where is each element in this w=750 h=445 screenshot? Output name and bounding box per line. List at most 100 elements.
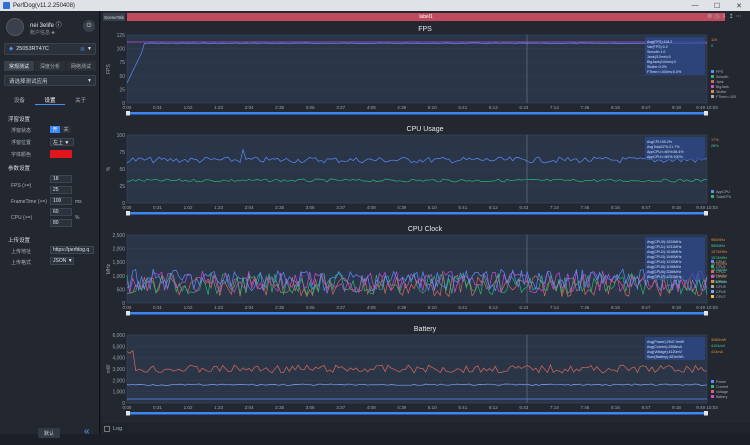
maximize-button[interactable]: ☐ bbox=[713, 2, 721, 10]
x-tick-label: 1:33 bbox=[214, 105, 223, 110]
chart-title-2: CPU Clock bbox=[408, 226, 443, 233]
plot-area-0 bbox=[126, 34, 708, 104]
more-icon[interactable]: ⋯ bbox=[735, 14, 742, 20]
default-button[interactable]: 默认 bbox=[38, 428, 60, 438]
scroll-handle-right[interactable] bbox=[704, 411, 708, 416]
info-text: Stutter:0.0% bbox=[647, 65, 668, 69]
scroll-handle-left[interactable] bbox=[126, 111, 130, 116]
x-tick-label: 7:45 bbox=[580, 305, 589, 310]
fps-threshold-input-1[interactable]: 18 bbox=[50, 175, 72, 183]
x-tick-label: 2:04 bbox=[245, 405, 254, 410]
settings-icon[interactable]: ⚙ bbox=[707, 14, 713, 20]
y-axis-label: mW bbox=[106, 364, 112, 373]
label-bar[interactable]: label1 bbox=[127, 13, 725, 21]
x-tick-label: 7:14 bbox=[550, 405, 559, 410]
tab-settings[interactable]: 设置 bbox=[34, 95, 66, 105]
param-settings-heading: 参数设置 bbox=[8, 166, 31, 172]
upload-address-input[interactable]: https://perfdog.q bbox=[50, 246, 94, 254]
tab-about[interactable]: 关于 bbox=[75, 98, 87, 104]
y-tick-label: 6,000 bbox=[112, 333, 125, 339]
time-scrollbar-3[interactable] bbox=[127, 412, 707, 415]
logout-button[interactable]: ⏻ bbox=[83, 20, 95, 32]
fps-threshold-input-2[interactable]: 25 bbox=[50, 186, 72, 194]
font-color-swatch[interactable] bbox=[50, 150, 72, 158]
legend-swatch bbox=[711, 275, 714, 278]
close-button[interactable]: ✕ bbox=[736, 2, 742, 10]
scroll-handle-right[interactable] bbox=[704, 211, 708, 216]
clock-icon[interactable]: ◷ bbox=[714, 14, 720, 20]
right-value: 28% bbox=[711, 144, 719, 148]
x-tick-label: 9:49 10:03 bbox=[696, 305, 718, 310]
upload-icon[interactable]: ↥ bbox=[728, 14, 734, 20]
account-info-link[interactable]: 账户信息 ♣ bbox=[30, 30, 55, 36]
x-tick-label: 2:04 bbox=[245, 105, 254, 110]
right-value: 1574MHz bbox=[711, 256, 727, 260]
info-box-3 bbox=[645, 337, 705, 360]
legend-label: Voltage bbox=[716, 390, 728, 394]
legend-label: Smooth bbox=[716, 75, 728, 79]
legend-swatch bbox=[711, 380, 714, 383]
app-cpu-line bbox=[126, 148, 708, 164]
x-tick-label: 5:41 bbox=[458, 405, 467, 410]
fps-threshold-label: FPS (>=) bbox=[11, 183, 32, 189]
legend-label: TotalCPU bbox=[716, 195, 732, 199]
time-scrollbar-2[interactable] bbox=[127, 312, 707, 315]
minimize-button[interactable]: — bbox=[691, 2, 699, 9]
collapse-sidebar-icon[interactable]: « bbox=[84, 426, 90, 437]
x-tick-label: 8:16 bbox=[611, 305, 620, 310]
x-tick-label: 6:12 bbox=[489, 305, 498, 310]
x-tick-label: 1:02 bbox=[184, 305, 193, 310]
x-tick-label: 5:41 bbox=[458, 305, 467, 310]
tab-network-test[interactable]: 网络测试 bbox=[66, 61, 96, 71]
x-tick-label: 7:14 bbox=[550, 105, 559, 110]
x-tick-label: 2:35 bbox=[275, 305, 284, 310]
legend-swatch bbox=[711, 290, 714, 293]
x-tick-label: 2:35 bbox=[275, 205, 284, 210]
x-tick-label: 1:33 bbox=[214, 405, 223, 410]
frametime-label: FrameTime (>=) bbox=[11, 199, 47, 205]
info-text: Avg(CPU7):1232MHz bbox=[647, 275, 682, 279]
scene-tab[interactable]: SceneTab bbox=[103, 13, 125, 21]
chart-title-3: Battery bbox=[414, 326, 437, 333]
charts-canvas[interactable]: FPS 125 100 75 50 25 0 FPS Avg(FPS):118.2Var(FPS… bbox=[101, 23, 750, 423]
device-select[interactable]: ◆ 25053RT47C ≋ ▼ bbox=[4, 43, 96, 55]
log-label: Log bbox=[113, 425, 123, 432]
float-position-select[interactable]: 左上 ▼ bbox=[50, 138, 74, 146]
upload-format-select[interactable]: JSON ▼ bbox=[50, 257, 74, 265]
scroll-handle-right[interactable] bbox=[704, 111, 708, 116]
x-tick-label: 0:31 bbox=[153, 205, 162, 210]
tab-device[interactable]: 设备 bbox=[13, 98, 25, 104]
time-scrollbar-0[interactable] bbox=[127, 112, 707, 115]
x-tick-label: 1:33 bbox=[214, 205, 223, 210]
scroll-handle-left[interactable] bbox=[126, 411, 130, 416]
scroll-handle-left[interactable] bbox=[126, 211, 130, 216]
legend-label: CPU5 bbox=[716, 285, 726, 289]
download-icon[interactable]: ⇩ bbox=[721, 14, 727, 20]
app-select[interactable]: 请选择测试应用 ▼ bbox=[4, 75, 96, 86]
x-tick-label: 0:00 bbox=[123, 305, 132, 310]
tab-normal-test[interactable]: 常规测试 bbox=[4, 61, 34, 71]
power-line bbox=[126, 349, 708, 374]
x-tick-label: 8:47 bbox=[641, 305, 650, 310]
cpu-threshold-input-1[interactable]: 60 bbox=[50, 208, 72, 216]
legend-swatch bbox=[711, 75, 714, 78]
legend-swatch bbox=[711, 195, 714, 198]
cpu-threshold-input-2[interactable]: 80 bbox=[50, 219, 72, 227]
log-checkbox[interactable] bbox=[104, 425, 110, 432]
info-text: Avg(CPU4):1210MHz bbox=[647, 260, 682, 264]
x-tick-label: 0:31 bbox=[153, 305, 162, 310]
info-text: AppCPU<=80%:100% bbox=[647, 155, 683, 159]
legend-label: CPU3 bbox=[716, 275, 726, 279]
avatar[interactable] bbox=[6, 18, 24, 36]
x-tick-label: 3:06 bbox=[306, 105, 315, 110]
tab-deep-analysis[interactable]: 深度分析 bbox=[35, 61, 65, 71]
scroll-handle-right[interactable] bbox=[704, 311, 708, 316]
float-on-toggle[interactable]: 开 bbox=[50, 126, 60, 133]
right-value: 4191mV bbox=[711, 344, 726, 348]
time-scrollbar-1[interactable] bbox=[127, 212, 707, 215]
frametime-input[interactable]: 100 bbox=[50, 197, 72, 205]
right-value: 414mA bbox=[711, 350, 723, 354]
device-dot-icon: ◆ bbox=[9, 46, 14, 52]
float-off-toggle[interactable]: 关 bbox=[61, 126, 71, 133]
scroll-handle-left[interactable] bbox=[126, 311, 130, 316]
